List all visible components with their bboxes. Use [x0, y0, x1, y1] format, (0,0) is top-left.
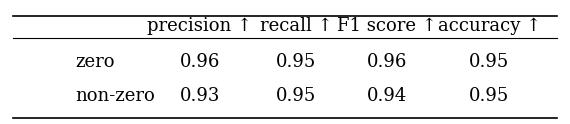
Text: 0.95: 0.95	[276, 87, 316, 105]
Text: F1 score ↑: F1 score ↑	[337, 17, 437, 35]
Text: accuracy ↑: accuracy ↑	[438, 17, 541, 35]
Text: 0.93: 0.93	[180, 87, 220, 105]
Text: 0.95: 0.95	[469, 87, 510, 105]
Text: non-zero: non-zero	[75, 87, 155, 105]
Text: 0.95: 0.95	[276, 53, 316, 71]
Text: 0.95: 0.95	[469, 53, 510, 71]
Text: 0.94: 0.94	[367, 87, 407, 105]
Text: precision ↑: precision ↑	[148, 17, 253, 35]
Text: zero: zero	[75, 53, 115, 71]
Text: recall ↑: recall ↑	[260, 17, 333, 35]
Text: 0.96: 0.96	[180, 53, 220, 71]
Text: 0.96: 0.96	[367, 53, 408, 71]
